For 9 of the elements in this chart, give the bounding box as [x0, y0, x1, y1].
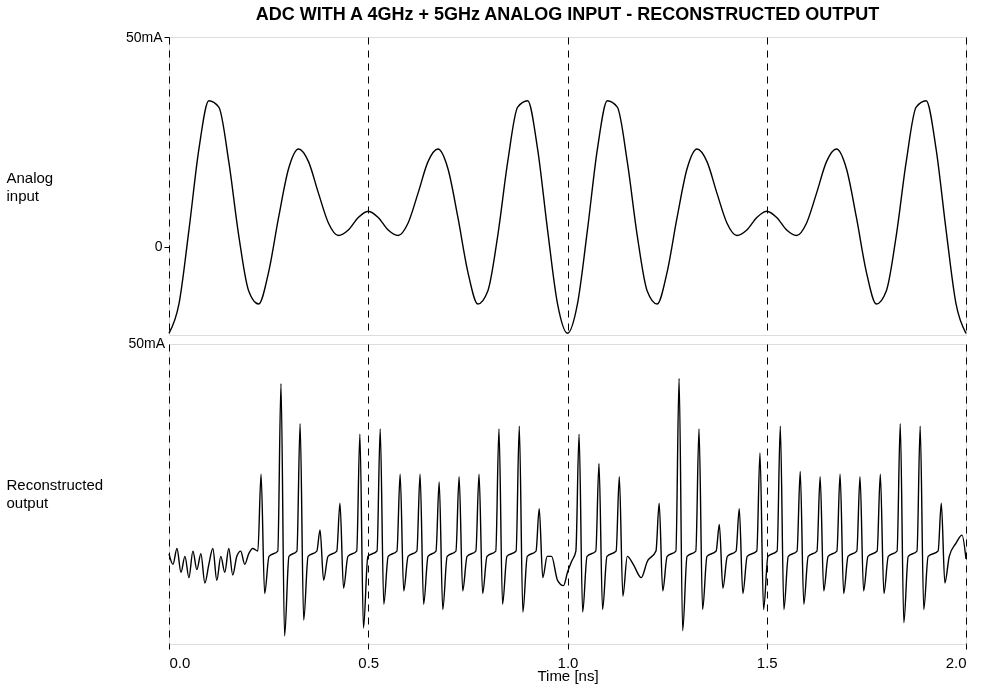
- x-tick-label: 0.0: [169, 653, 191, 671]
- x-tick-label: 2.0: [945, 653, 967, 671]
- x-tick-label: 1.0: [557, 653, 579, 671]
- chart-title: ADC WITH A 4GHz + 5GHz ANALOG INPUT - RECONSTRUCTED OUTPUT: [255, 4, 880, 24]
- y-tick-label: 0: [154, 238, 163, 255]
- x-tick-label: 0.5: [358, 653, 380, 671]
- y-axis-title: Reconstructed output: [6, 475, 104, 511]
- y-axis-title: Analog input: [6, 168, 54, 204]
- x-tick-label: 1.5: [756, 653, 778, 671]
